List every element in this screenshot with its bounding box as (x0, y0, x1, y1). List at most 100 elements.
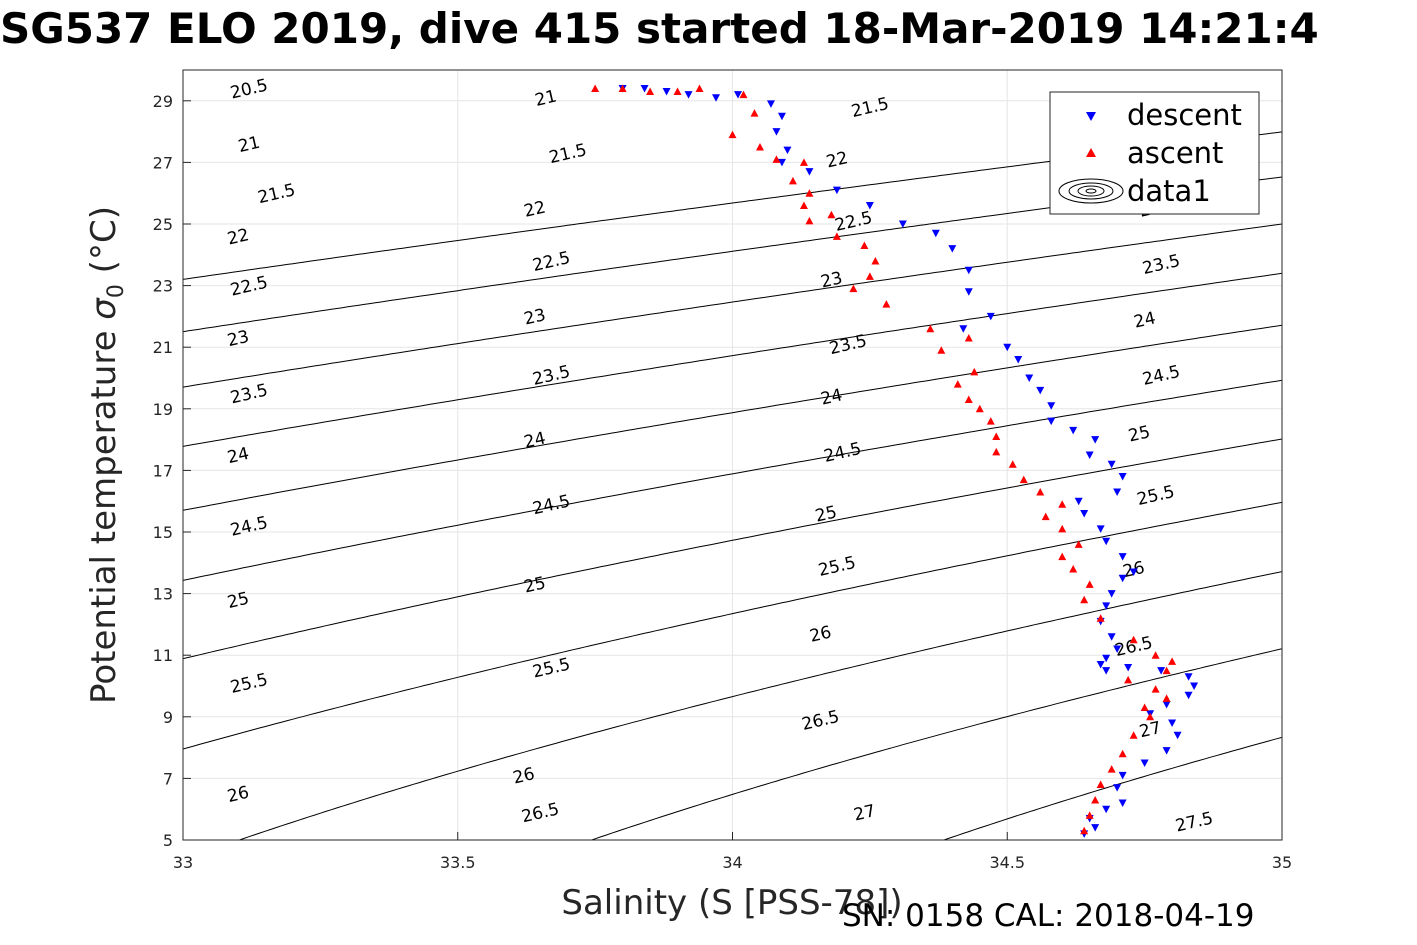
y-tick-label: 25 (153, 215, 173, 234)
ascent-point (964, 333, 973, 342)
descent-point (1102, 537, 1111, 546)
descent-point (1190, 682, 1199, 690)
descent-point (1162, 700, 1171, 709)
ascent-point (1036, 487, 1045, 496)
contour-label: 22 (824, 148, 850, 172)
descent-point (805, 168, 814, 176)
x-tick-label: 34.5 (989, 853, 1025, 872)
isopycnal-line (237, 571, 1282, 840)
descent-point (1102, 602, 1111, 610)
ascent-point (1085, 580, 1094, 588)
descent-point (1113, 488, 1122, 496)
contour-label: 25 (813, 502, 839, 526)
descent-point (1085, 451, 1094, 459)
descent-point (898, 220, 907, 228)
ascent-point (1118, 749, 1127, 758)
contour-label: 25 (225, 589, 251, 613)
ascent-point (1162, 694, 1171, 702)
ascent-point (805, 189, 814, 197)
ascent-point (805, 216, 814, 225)
y-axis-label: Potential temperature σ0 (°C) (84, 206, 129, 704)
legend-ascent-label: ascent (1127, 136, 1223, 170)
descent-point (1118, 771, 1127, 780)
contour-label: 23 (819, 268, 845, 292)
descent-point (777, 158, 786, 167)
ascent-point (1162, 666, 1171, 675)
contour-label: 24 (1132, 308, 1158, 332)
ascent-point (937, 346, 946, 354)
descent-point (1003, 343, 1012, 352)
contour-label: 23 (225, 327, 251, 351)
descent-point (1091, 824, 1100, 832)
x-axis-label: Salinity (S [PSS-78]) (561, 883, 902, 923)
contour-label: 24 (819, 385, 845, 409)
descent-point (1124, 664, 1133, 672)
ascent-point (1019, 475, 1028, 484)
contour-labels: 20.52121.52222.52323.52424.52525.5262121… (225, 75, 1215, 836)
ascent-point (1069, 564, 1078, 573)
ascent-point (849, 284, 858, 293)
ascent-point (1058, 500, 1067, 508)
descent-point (1047, 417, 1056, 426)
ascent-point (1058, 524, 1067, 533)
ascent-point (1058, 552, 1067, 561)
ascent-point (1124, 675, 1133, 684)
descent-point (1184, 673, 1193, 681)
ascent-point (591, 84, 600, 92)
chart-title: SG537 ELO 2019, dive 415 started 18-Mar-… (0, 4, 1319, 53)
descent-point (931, 229, 940, 238)
y-tick-label: 15 (153, 523, 173, 542)
ascent-point (1129, 635, 1138, 644)
y-tick-label: 11 (153, 646, 173, 665)
contour-label: 26 (225, 783, 251, 807)
descent-point (1113, 784, 1122, 792)
descent-point (1173, 731, 1182, 740)
ascent-point (992, 432, 1001, 441)
legend-ascent-marker (1086, 148, 1096, 157)
y-tick-label: 9 (163, 708, 173, 727)
isopycnal-line (1134, 845, 1282, 900)
isopycnal-line (183, 272, 1282, 447)
ascent-point (964, 395, 973, 404)
contour-label: 26 (511, 764, 537, 788)
descent-point (712, 94, 721, 102)
y-tick-label: 23 (153, 277, 173, 296)
contour-label: 24 (225, 444, 251, 468)
descent-point (1080, 510, 1089, 518)
ascent-point (1085, 811, 1094, 819)
descent-point (1118, 799, 1127, 808)
contour-label: 21 (533, 86, 559, 110)
legend: descent ascent data1 (1049, 91, 1260, 215)
ascent-point (695, 84, 704, 92)
y-tick-label: 27 (153, 153, 173, 172)
descent-point (1069, 426, 1078, 435)
descent-point (1118, 553, 1127, 561)
ascent-point (755, 143, 764, 151)
ascent-point (728, 130, 737, 139)
descent-point (684, 91, 693, 99)
ascent-point (986, 417, 995, 425)
ascent-point (1107, 765, 1116, 773)
contour-label: 25 (522, 573, 548, 597)
isopycnal-line (183, 438, 1282, 660)
descent-point (640, 84, 649, 93)
ascent-point (673, 87, 682, 96)
ascent-point (1041, 512, 1050, 521)
ascent-point (1140, 703, 1149, 712)
ascent-point (1151, 685, 1160, 693)
y-tick-label: 7 (163, 769, 173, 788)
ascent-point (1080, 595, 1089, 604)
contour-label: 22 (225, 225, 251, 249)
descent-point (772, 128, 781, 136)
y-tick-label: 29 (153, 92, 173, 111)
descent-point (1102, 805, 1111, 814)
descent-point (959, 325, 968, 333)
y-tick-label: 13 (153, 585, 173, 604)
descent-point (964, 266, 973, 275)
descent-point (964, 288, 973, 296)
ascent-point (799, 158, 808, 166)
descent-point (1107, 590, 1116, 598)
descent-point (1168, 719, 1177, 727)
x-axis-ticks: 33 33.5 34 34.5 35 (173, 832, 1292, 872)
legend-contour-marker (1058, 178, 1124, 204)
